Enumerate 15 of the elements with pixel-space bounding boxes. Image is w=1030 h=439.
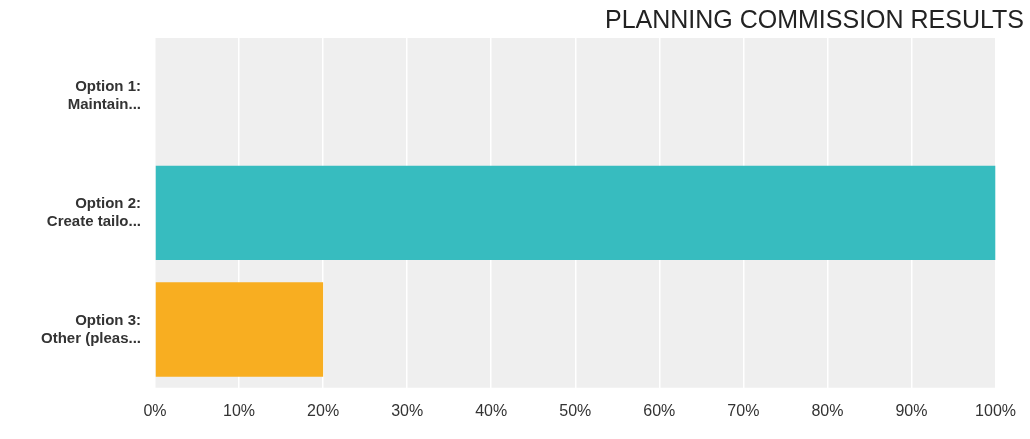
x-tick-label: 0% bbox=[143, 401, 167, 419]
y-tick-label: Option 1: Maintain... bbox=[67, 77, 141, 113]
x-tick-label: 20% bbox=[307, 401, 340, 419]
x-tick-label: 50% bbox=[559, 401, 592, 419]
y-tick-label: Option 2: Create tailo... bbox=[46, 194, 141, 230]
x-tick-label: 60% bbox=[643, 401, 676, 419]
x-tick-label: 30% bbox=[391, 401, 424, 419]
x-tick-label: 10% bbox=[223, 401, 256, 419]
x-tick-label: 80% bbox=[811, 401, 844, 419]
x-tick-label: 70% bbox=[727, 401, 760, 419]
x-tick-label: 40% bbox=[475, 401, 508, 419]
chart-title: PLANNING COMMISSION RESULTS bbox=[604, 4, 1024, 33]
y-tick-label: Option 3: Other (pleas... bbox=[40, 310, 141, 346]
x-tick-label: 100% bbox=[975, 401, 1016, 419]
x-tick-label: 90% bbox=[895, 401, 928, 419]
